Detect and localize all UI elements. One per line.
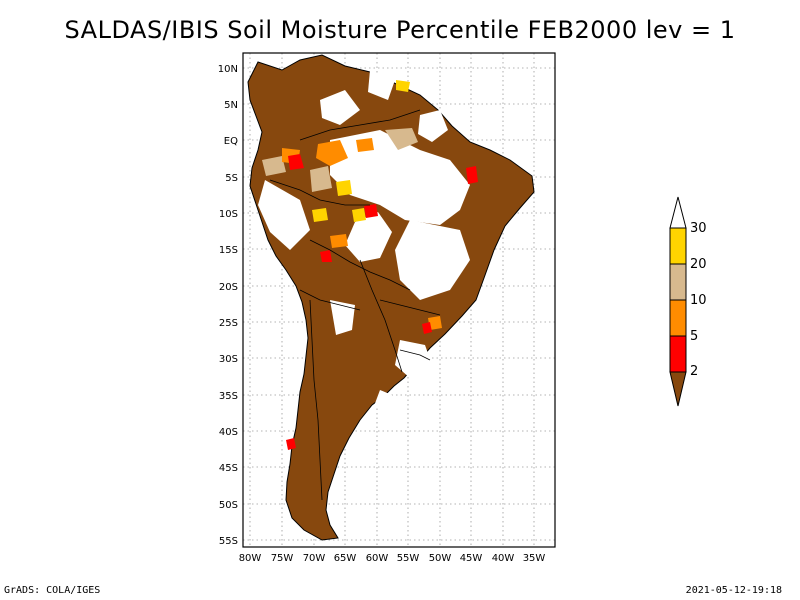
lat-tick-label: 10N [218,64,238,75]
lon-tick-label: 70W [303,553,326,564]
lat-tick-label: 40S [219,427,238,438]
lat-tick-label: 55S [219,536,238,547]
map-title: SALDAS/IBIS Soil Moisture Percentile FEB… [64,16,736,44]
lon-axis: 80W 75W 70W 65W 60W 55W 50W 45W 40W 35W [239,553,546,564]
lon-tick-label: 35W [523,553,546,564]
lat-tick-label: 15S [219,245,238,256]
footer-timestamp: 2021-05-12-19:18 [685,585,782,596]
lat-tick-label: EQ [224,136,238,147]
lat-tick-label: 20S [219,282,238,293]
lon-tick-label: 80W [239,553,262,564]
lon-tick-label: 40W [492,553,515,564]
colorbar [669,196,687,407]
percentile-overlays [258,70,478,450]
colorbar-label-20: 20 [690,257,707,272]
colorbar-arrow-top [669,196,687,229]
lat-tick-label: 50S [219,500,238,511]
lat-tick-label: 30S [219,354,238,365]
lon-tick-label: 50W [429,553,452,564]
colorbar-segment-5-10 [669,299,687,337]
lon-tick-label: 60W [366,553,389,564]
colorbar-segment-20-30 [669,227,687,265]
map-panel [242,52,556,548]
footer-credit: GrADS: COLA/IGES [4,585,101,596]
colorbar-segment-10-20 [669,263,687,301]
colorbar-label-30: 30 [690,221,707,236]
colorbar-label-10: 10 [690,293,707,308]
country-borders [269,109,441,501]
lat-tick-label: 35S [219,391,238,402]
lat-tick-label: 10S [219,209,238,220]
lon-tick-label: 45W [460,553,483,564]
colorbar-label-2: 2 [690,364,699,379]
colorbar-label-5: 5 [690,329,699,344]
lat-axis: 10N 5N EQ 5S 10S 15S 20S 25S 30S 35S 40S 45S 50S 55S [218,64,238,547]
lat-tick-label: 45S [219,463,238,474]
lat-tick-label: 5S [225,173,238,184]
lon-tick-label: 65W [334,553,357,564]
lon-tick-label: 55W [397,553,420,564]
colorbar-segment-2-5 [669,335,687,373]
lon-tick-label: 75W [271,553,294,564]
lat-tick-label: 25S [219,318,238,329]
colorbar-arrow-bottom [669,371,687,407]
lat-tick-label: 5N [224,100,238,111]
